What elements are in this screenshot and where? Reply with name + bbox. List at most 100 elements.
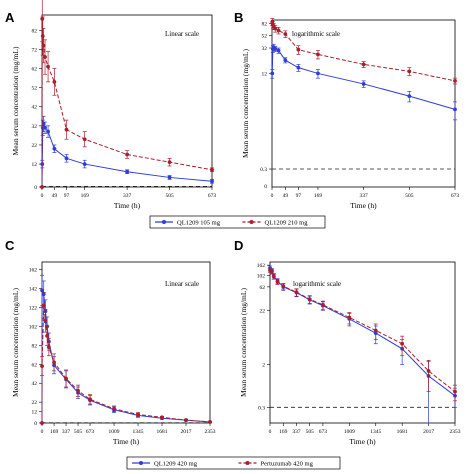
series-ql1209-210-mg (270, 18, 457, 85)
legend-swatch-marker (245, 461, 250, 465)
x-tick-label: 505 (74, 429, 83, 435)
x-tick-label: 673 (319, 429, 328, 435)
x-axis-title: Time (h) (113, 437, 140, 446)
legend-label: Pertuzumab 420 mg (261, 460, 314, 467)
data-point (210, 167, 214, 172)
data-point (283, 58, 288, 63)
y-tick-label: 102 (257, 274, 266, 280)
y-tick-label: 82 (32, 28, 38, 34)
data-point (296, 47, 301, 52)
x-tick-label: 0 (271, 193, 274, 199)
y-tick-label: 22 (32, 143, 38, 149)
data-point (43, 55, 47, 59)
y-tick-label: 0.3 (258, 405, 265, 411)
y-tick-label: 2 (262, 362, 265, 368)
legend-swatch-marker (249, 220, 254, 224)
data-point (52, 146, 57, 151)
x-tick-label: 2017 (181, 429, 192, 435)
y-tick-label: 62 (32, 362, 38, 368)
x-tick-label: 0 (269, 429, 272, 435)
scale-annotation: Linear scale (165, 280, 199, 288)
y-tick-label: 42 (32, 381, 38, 387)
data-point (125, 169, 130, 174)
x-tick-label: 169 (314, 193, 323, 199)
y-tick-label: 12 (262, 71, 268, 77)
x-tick-label: 673 (208, 193, 217, 199)
y-tick-label: 52 (262, 33, 268, 39)
data-point (46, 129, 50, 134)
data-point (347, 315, 352, 320)
data-point (160, 415, 164, 420)
data-point (400, 341, 405, 346)
x-tick-label: 337 (360, 193, 369, 199)
x-tick-label: 2353 (205, 429, 216, 435)
data-point (112, 406, 116, 411)
series-line (41, 122, 213, 188)
x-tick-label: 1681 (157, 429, 168, 435)
data-point (361, 82, 366, 86)
x-tick-label: 1345 (133, 429, 144, 435)
x-tick-label: 2017 (423, 429, 434, 435)
data-point (64, 376, 68, 381)
data-point (40, 16, 45, 21)
x-axis-title: Time (h) (114, 201, 141, 210)
series-line (269, 269, 456, 393)
data-point (361, 62, 366, 67)
y-axis-title: Mean serum concentration (mg/mL) (241, 49, 250, 158)
data-point (52, 360, 56, 365)
series-line (41, 305, 211, 424)
data-point (275, 279, 280, 284)
y-tick-label: 102 (29, 324, 38, 330)
y-tick-label: 72 (32, 47, 38, 53)
x-tick-label: 2353 (450, 429, 461, 435)
x-tick-label: 505 (306, 429, 315, 435)
data-point (76, 388, 80, 393)
panel-letter: A (5, 10, 15, 25)
plot-frame (269, 261, 456, 424)
plot-frame (41, 14, 213, 188)
y-axis-title: Mean serum concentration (mg/mL) (11, 46, 20, 155)
legend-box (149, 215, 326, 229)
data-point (281, 284, 286, 289)
data-point (307, 297, 312, 302)
x-tick-label: 169 (81, 193, 90, 199)
data-point (40, 288, 44, 293)
y-tick-label: 22 (260, 308, 266, 314)
y-tick-label: 162 (257, 263, 266, 269)
x-tick-label: 337 (292, 429, 301, 435)
scale-annotation: logarithmic scale (292, 30, 340, 38)
y-tick-label: 0 (264, 184, 267, 190)
y-tick-label: 32 (32, 124, 38, 130)
panel-letter: D (234, 238, 243, 253)
data-point (373, 328, 378, 333)
data-point (167, 160, 172, 165)
x-tick-label: 49 (283, 193, 289, 199)
legend-label: QL1209 105 mg (177, 219, 221, 226)
data-point (167, 175, 172, 180)
y-tick-label: 0 (34, 421, 37, 427)
y-tick-label: 0.3 (260, 167, 267, 173)
data-point (64, 156, 69, 161)
y-tick-label: 22 (32, 400, 38, 406)
data-point (269, 269, 274, 274)
x-axis-title: Time (h) (350, 201, 377, 210)
y-tick-label: 62 (260, 285, 266, 291)
data-point (271, 274, 276, 279)
x-axis-title: Time (h) (349, 437, 376, 446)
y-axis-title: Mean serum concentration (mg/mL) (11, 288, 20, 397)
x-tick-label: 97 (296, 193, 302, 199)
x-tick-label: 337 (123, 193, 132, 199)
legend-label: QL1209 210 mg (265, 219, 309, 226)
data-point (321, 302, 325, 307)
plot-frame (271, 19, 456, 188)
y-tick-label: 162 (29, 268, 38, 274)
data-point (276, 48, 281, 53)
x-tick-label: 673 (86, 429, 95, 435)
series-line (271, 46, 456, 110)
data-point (296, 65, 301, 70)
y-tick-label: 0 (34, 185, 37, 191)
x-tick-label: 505 (405, 193, 414, 199)
data-point (184, 418, 188, 423)
data-point (46, 345, 51, 350)
